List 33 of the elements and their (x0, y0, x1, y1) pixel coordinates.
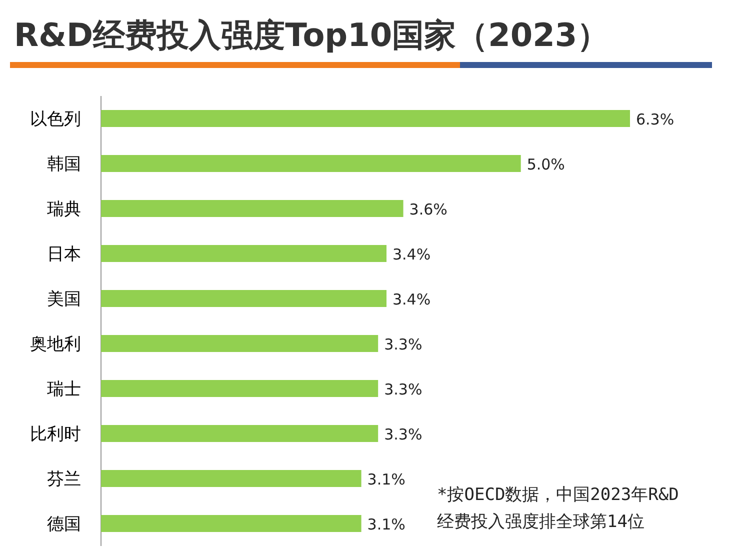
y-tick-label: 瑞典 (47, 200, 81, 220)
bar (101, 245, 386, 262)
y-tick-label: 德国 (47, 514, 81, 534)
data-label: 3.3% (384, 336, 422, 354)
y-tick-label: 芬兰 (47, 470, 81, 490)
bar (101, 200, 404, 217)
y-tick-label: 韩国 (47, 154, 81, 174)
y-tick-label: 美国 (47, 290, 81, 310)
annotation: *按OECD数据，中国2023年R&D (437, 485, 679, 505)
bar (101, 155, 521, 172)
y-tick-label: 以色列 (30, 110, 81, 130)
y-tick-label: 比利时 (30, 424, 81, 444)
data-label: 3.1% (367, 516, 406, 534)
y-tick-label: 奥地利 (30, 334, 81, 354)
bar (101, 470, 362, 487)
bar (101, 425, 378, 442)
bar (101, 515, 362, 532)
data-label: 3.4% (392, 290, 431, 308)
bar (101, 290, 386, 307)
data-label: 3.4% (392, 246, 431, 264)
data-label: 3.6% (409, 200, 448, 218)
chart-title: R&D经费投入强度Top10国家（2023） (14, 16, 610, 54)
data-label: 3.3% (384, 380, 422, 398)
data-label: 3.1% (367, 470, 406, 488)
y-tick-label: 瑞士 (47, 380, 81, 400)
bar (101, 380, 378, 397)
bar (101, 110, 630, 127)
y-tick-label: 日本 (47, 244, 81, 264)
data-label: 6.3% (636, 110, 674, 128)
bar (101, 335, 378, 352)
data-label: 3.3% (384, 426, 422, 444)
annotation: 经费投入强度排全球第14位 (437, 512, 644, 532)
data-label: 5.0% (526, 156, 565, 174)
